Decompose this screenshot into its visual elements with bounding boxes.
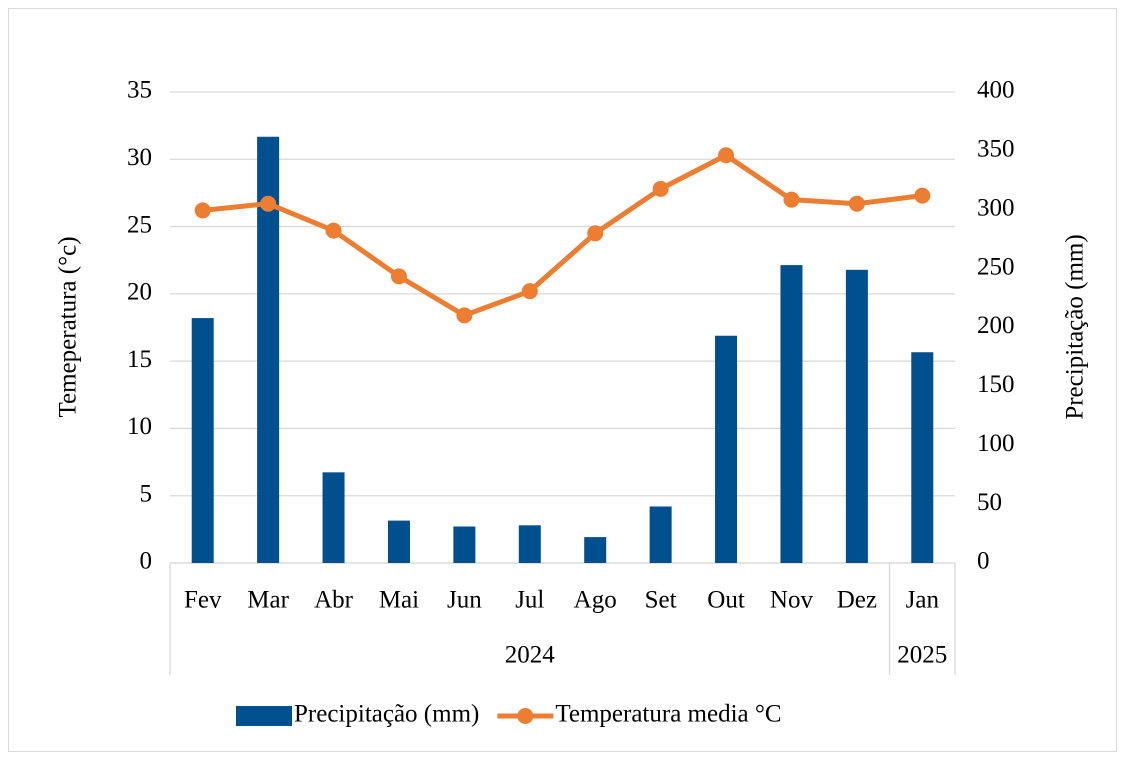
bar	[322, 472, 345, 563]
bar	[715, 335, 738, 563]
y2-tick-label: 300	[977, 194, 1015, 221]
y2-tick-label: 250	[977, 253, 1015, 280]
y2-tick-label: 350	[977, 136, 1015, 163]
y-tick-label: 5	[140, 480, 153, 507]
x-tick-label: Set	[645, 587, 677, 614]
legend-swatch	[236, 706, 292, 726]
y-tick-label: 30	[127, 144, 152, 171]
y2-tick-label: 100	[977, 430, 1015, 457]
bar	[584, 537, 607, 563]
bar	[518, 525, 541, 563]
line-marker	[456, 307, 473, 324]
y-tick-label: 35	[127, 77, 152, 104]
x-tick-label: Out	[707, 587, 745, 614]
line-marker	[718, 147, 735, 164]
line	[202, 152, 923, 318]
y2-tick-label: 200	[977, 312, 1015, 339]
x-group-label: 2025	[897, 642, 947, 669]
line-marker	[848, 195, 865, 212]
legend-swatch	[517, 708, 534, 724]
line-marker	[260, 195, 277, 212]
bar	[257, 136, 280, 563]
x-tick-label: Jul	[515, 587, 544, 614]
line-marker	[390, 268, 407, 285]
bar	[845, 269, 868, 563]
y-tick-label: 10	[127, 413, 152, 440]
chart-frame	[8, 8, 1117, 752]
y-axis-title: Temeperatura (°c)	[55, 236, 82, 417]
y-tick-label: 25	[127, 211, 152, 238]
y2-tick-label: 0	[977, 548, 990, 575]
y2-tick-label: 400	[977, 77, 1015, 104]
bar	[387, 520, 410, 563]
x-tick-label: Nov	[770, 587, 814, 614]
y-tick-label: 20	[127, 279, 152, 306]
x-tick-label: Jun	[447, 587, 482, 614]
x-tick-label: Abr	[314, 587, 354, 614]
y2-axis-title: Precipitação (mm)	[1062, 234, 1089, 419]
legend-label: Precipitação (mm)	[294, 701, 479, 728]
x-tick-label: Mar	[247, 587, 289, 614]
line-marker	[783, 191, 800, 208]
line-marker	[914, 187, 931, 204]
line-marker	[652, 180, 669, 197]
line-marker	[587, 225, 604, 242]
x-tick-label: Dez	[837, 587, 877, 614]
x-tick-label: Fev	[184, 587, 222, 614]
line-marker	[521, 283, 538, 300]
bar	[911, 352, 934, 563]
x-tick-label: Jan	[906, 587, 940, 614]
y-tick-label: 0	[140, 548, 153, 575]
y2-tick-label: 50	[977, 489, 1002, 516]
x-tick-label: Ago	[574, 587, 617, 614]
y-tick-label: 15	[127, 346, 152, 373]
legend-label: Temperatura media °C	[555, 701, 781, 728]
line-marker	[194, 202, 211, 219]
bar	[453, 526, 476, 563]
bar	[649, 506, 672, 563]
x-tick-label: Mai	[379, 587, 419, 614]
x-group-label: 2024	[505, 642, 556, 669]
y2-tick-label: 150	[977, 371, 1015, 398]
bar	[191, 318, 214, 563]
line-marker	[325, 222, 342, 239]
bar	[780, 265, 803, 563]
